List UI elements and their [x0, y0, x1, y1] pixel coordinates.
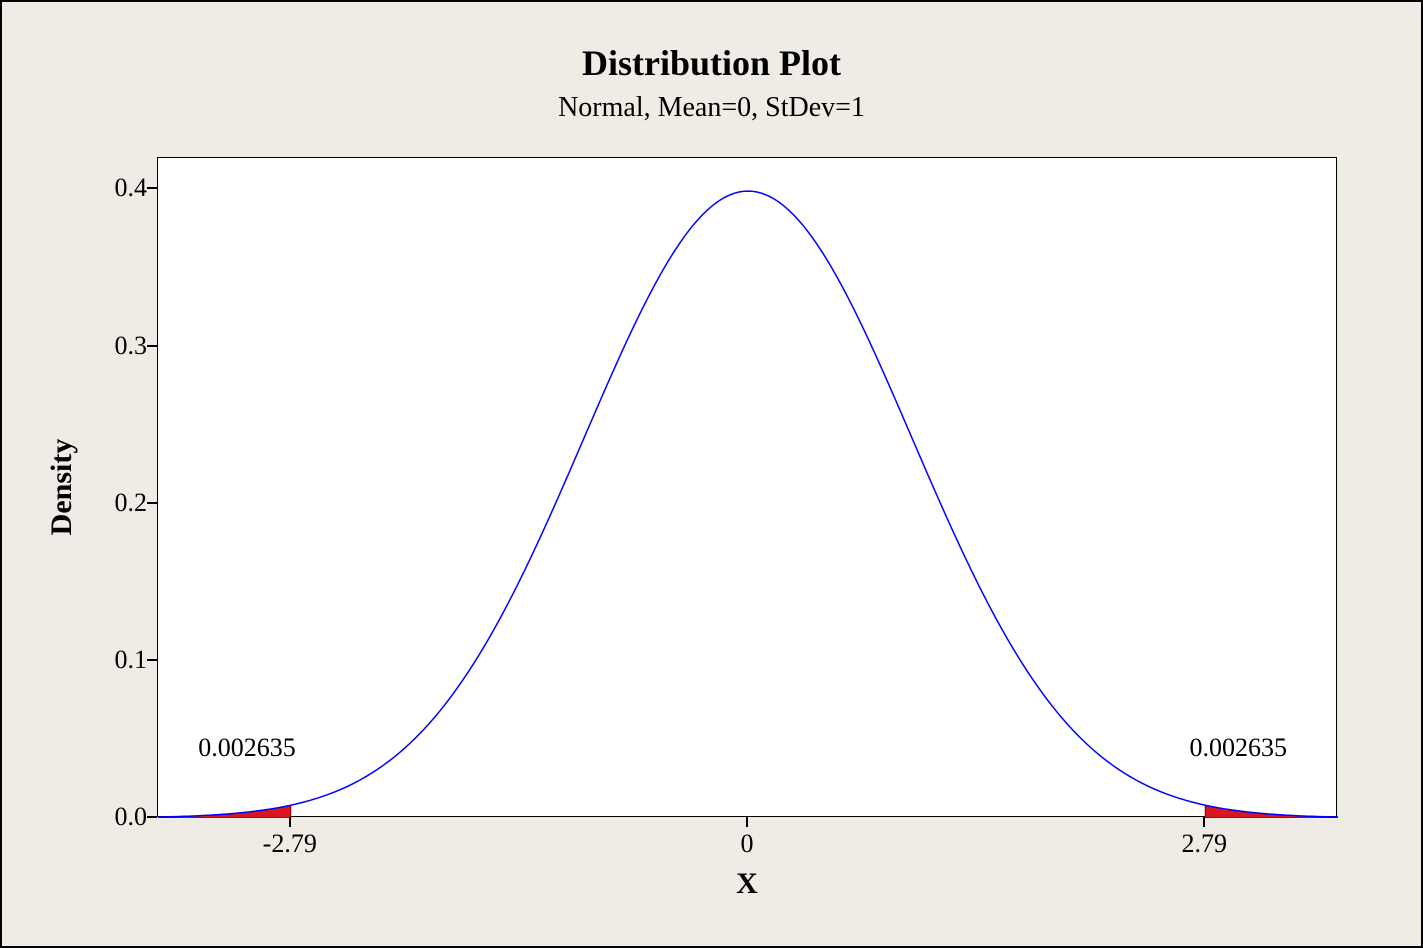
- y-tick-label: 0.0: [97, 802, 147, 832]
- y-tick-label: 0.2: [97, 488, 147, 518]
- plot-area: [157, 157, 1337, 817]
- chart-frame: Distribution Plot Normal, Mean=0, StDev=…: [0, 0, 1423, 948]
- y-tick-mark: [147, 187, 157, 189]
- x-tick-label: -2.79: [263, 829, 317, 859]
- y-tick-mark: [147, 502, 157, 504]
- y-tick-label: 0.3: [97, 331, 147, 361]
- x-tick-mark: [289, 817, 291, 827]
- y-tick-mark: [147, 816, 157, 818]
- y-tick-mark: [147, 345, 157, 347]
- tail-probability-left: 0.002635: [198, 733, 296, 763]
- y-axis-label: Density: [45, 439, 79, 536]
- density-curve: [158, 191, 1338, 817]
- x-tick-mark: [1203, 817, 1205, 827]
- chart-title: Distribution Plot: [2, 42, 1421, 84]
- x-tick-label: 0: [741, 829, 754, 859]
- chart-subtitle: Normal, Mean=0, StDev=1: [2, 92, 1421, 124]
- x-axis-label: X: [736, 867, 758, 901]
- x-tick-label: 2.79: [1182, 829, 1228, 859]
- x-tick-mark: [746, 817, 748, 827]
- y-tick-label: 0.4: [97, 173, 147, 203]
- chart-svg: [158, 158, 1338, 818]
- y-tick-label: 0.1: [97, 645, 147, 675]
- y-tick-mark: [147, 659, 157, 661]
- tail-probability-right: 0.002635: [1190, 733, 1288, 763]
